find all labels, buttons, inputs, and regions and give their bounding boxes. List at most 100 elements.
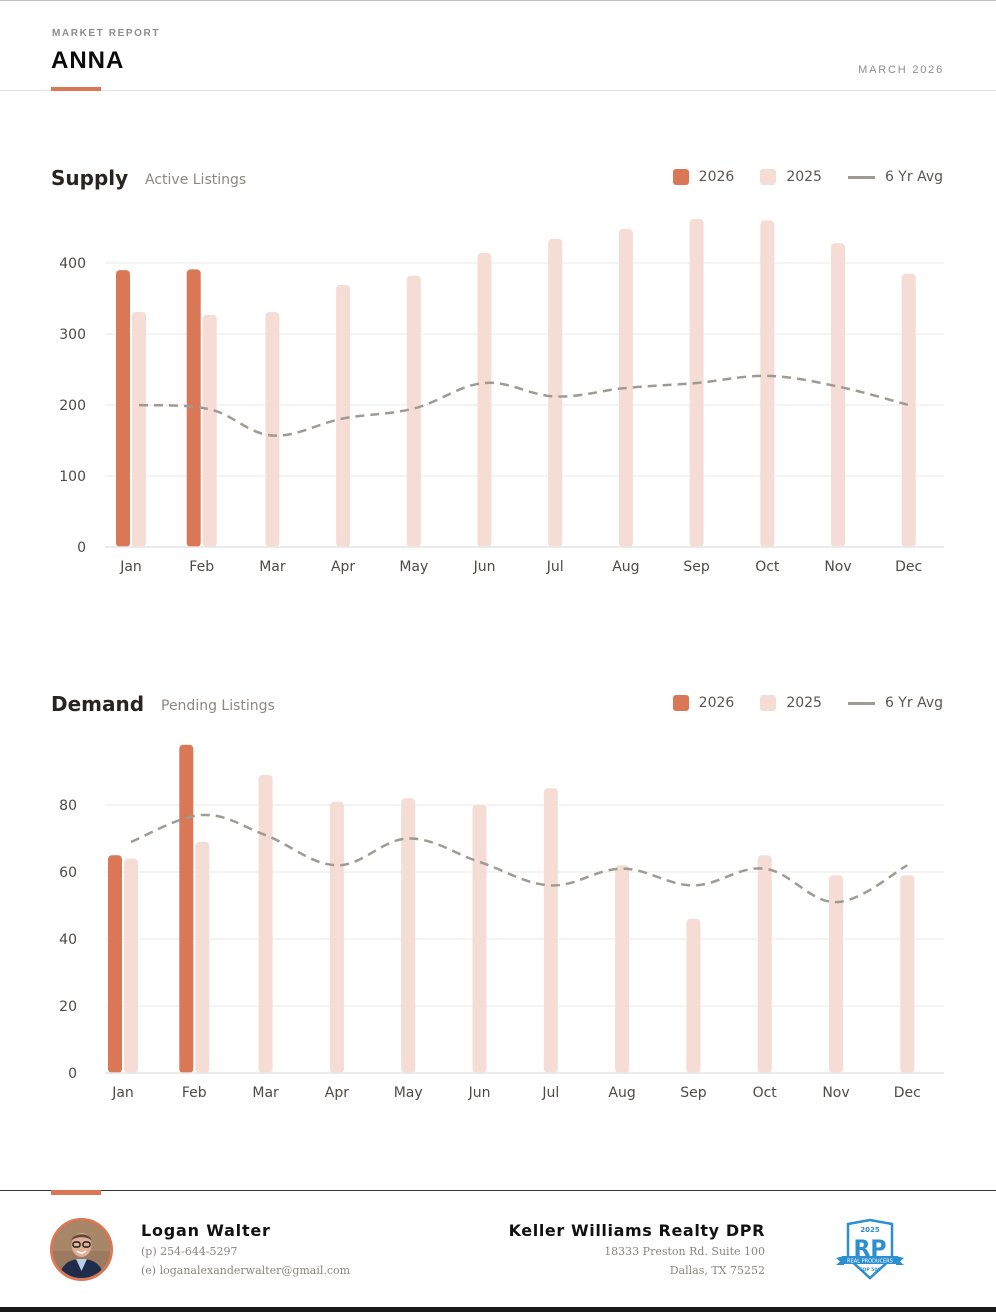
y-tick-label: 0 [77, 540, 86, 556]
bar-2025-dec [901, 273, 916, 547]
badge-year: 2025 [860, 1226, 880, 1234]
y-tick-label: 400 [59, 256, 86, 272]
x-tick-label: Jun [473, 559, 496, 575]
legend-item-2025: 2025 [760, 695, 822, 711]
y-tick-label: 100 [59, 469, 86, 485]
avg-line [130, 813, 908, 904]
x-tick-label: Oct [755, 559, 780, 575]
x-tick-label: Nov [822, 1085, 849, 1101]
x-tick-label: Jun [468, 1085, 491, 1101]
agent-photo-icon [53, 1221, 110, 1278]
bar-2026-jan [116, 270, 130, 547]
bar-2025-mar [265, 311, 280, 547]
demand-chart: 0 20 40 60 80 Jan Feb Mar Apr May Jun Jul Aug Sep Oct N… [59, 744, 944, 1101]
footer-accent-bar [51, 1190, 101, 1195]
avg-line [138, 374, 910, 437]
bar-2025-jan [132, 311, 146, 547]
x-tick-label: Feb [182, 1085, 207, 1101]
y-tick-label: 300 [59, 327, 86, 343]
bar-2025-oct [760, 220, 775, 547]
legend-item-2026: 2026 [672, 169, 735, 185]
y-tick-label: 20 [59, 999, 77, 1015]
bar-2025-sep [686, 918, 701, 1073]
bar-2025-apr [336, 285, 351, 547]
legend-swatch-2025 [760, 169, 777, 185]
x-tick-label: Sep [683, 559, 710, 575]
top-rule [0, 0, 996, 1]
bar-2025-nov [829, 875, 843, 1073]
supply-subtitle: Active Listings [145, 172, 247, 188]
bar-2025-jul [548, 238, 563, 548]
report-date: MARCH 2026 [858, 64, 944, 76]
bar-2025-feb [202, 314, 217, 547]
x-tick-label: Aug [608, 1085, 635, 1101]
x-tick-label: May [399, 559, 428, 575]
legend-label-2026: 2026 [698, 695, 735, 711]
agent-name: Logan Walter [141, 1221, 271, 1240]
page-title: ANNA [51, 47, 125, 74]
x-tick-label: Mar [252, 1085, 279, 1101]
x-tick-label: Jan [119, 559, 142, 575]
legend-item-avg: 6 Yr Avg [847, 695, 943, 711]
office-address-line2: Dallas, TX 75252 [669, 1264, 765, 1277]
office-name: Keller Williams Realty DPR [508, 1221, 765, 1240]
badge-rank: TOP 500 [859, 1267, 880, 1273]
x-tick-label: Sep [680, 1085, 707, 1101]
legend-label-avg: 6 Yr Avg [884, 169, 943, 185]
supply-title: Supply [51, 166, 129, 190]
supply-legend: 2026 2025 6 Yr Avg [647, 169, 943, 185]
legend-swatch-2025 [760, 695, 777, 711]
x-tick-label: Jul [541, 1085, 559, 1101]
bottom-strip [0, 1307, 996, 1312]
legend-label-2026: 2026 [698, 169, 735, 185]
x-tick-label: Oct [753, 1085, 778, 1101]
demand-title: Demand [51, 692, 145, 716]
bar-2025-jun [477, 253, 492, 547]
report-eyebrow: MARKET REPORT [52, 28, 161, 39]
bar-2026-jan [108, 855, 122, 1073]
bar-2025-may [406, 275, 421, 547]
bar-2025-mar [258, 774, 273, 1073]
x-tick-label: Nov [824, 559, 851, 575]
legend-item-avg: 6 Yr Avg [847, 169, 943, 185]
bar-2025-jan [124, 858, 138, 1073]
agent-phone[interactable]: (p) 254-644-5297 [141, 1245, 238, 1258]
x-tick-label: Apr [331, 559, 355, 575]
demand-legend: 2026 2025 6 Yr Avg [647, 695, 943, 711]
title-accent-bar [51, 87, 101, 91]
legend-label-avg: 6 Yr Avg [884, 695, 943, 711]
legend-line-avg [847, 175, 875, 179]
office-address-line1: 18333 Preston Rd. Suite 100 [604, 1245, 765, 1258]
x-tick-label: Mar [259, 559, 286, 575]
real-producers-badge-icon: 2025 RP REAL PRODUCERS TOP 500 [836, 1218, 904, 1280]
bar-2025-apr [329, 801, 344, 1073]
legend-swatch-2026 [672, 169, 689, 185]
x-tick-label: May [394, 1085, 423, 1101]
bar-2026-feb [179, 744, 194, 1073]
bar-2025-oct [757, 855, 772, 1073]
bar-2026-feb [186, 269, 201, 547]
bar-2025-may [401, 798, 416, 1073]
y-tick-label: 200 [59, 398, 86, 414]
bar-2025-feb [195, 841, 210, 1073]
demand-subtitle: Pending Listings [161, 698, 275, 714]
legend-label-2025: 2025 [786, 695, 822, 711]
footer-divider [0, 1190, 996, 1191]
x-tick-label: Aug [612, 559, 639, 575]
supply-chart: 0 100 200 300 400 Jan Feb Mar Apr May Jun Jul Aug Sep… [59, 218, 944, 575]
y-tick-label: 0 [68, 1066, 77, 1082]
legend-item-2026: 2026 [672, 695, 735, 711]
badge-banner: REAL PRODUCERS [847, 1259, 893, 1265]
header-divider [0, 90, 996, 91]
x-tick-label: Jan [111, 1085, 134, 1101]
x-tick-label: Dec [894, 1085, 921, 1101]
x-tick-label: Dec [895, 559, 922, 575]
x-tick-label: Apr [325, 1085, 349, 1101]
bar-2025-jul [543, 788, 558, 1073]
legend-item-2025: 2025 [760, 169, 822, 185]
bar-2025-aug [615, 865, 630, 1073]
agent-email[interactable]: (e) loganalexanderwalter@gmail.com [141, 1264, 351, 1277]
y-tick-label: 60 [59, 865, 77, 881]
y-tick-label: 40 [59, 932, 77, 948]
legend-line-avg [847, 701, 875, 705]
